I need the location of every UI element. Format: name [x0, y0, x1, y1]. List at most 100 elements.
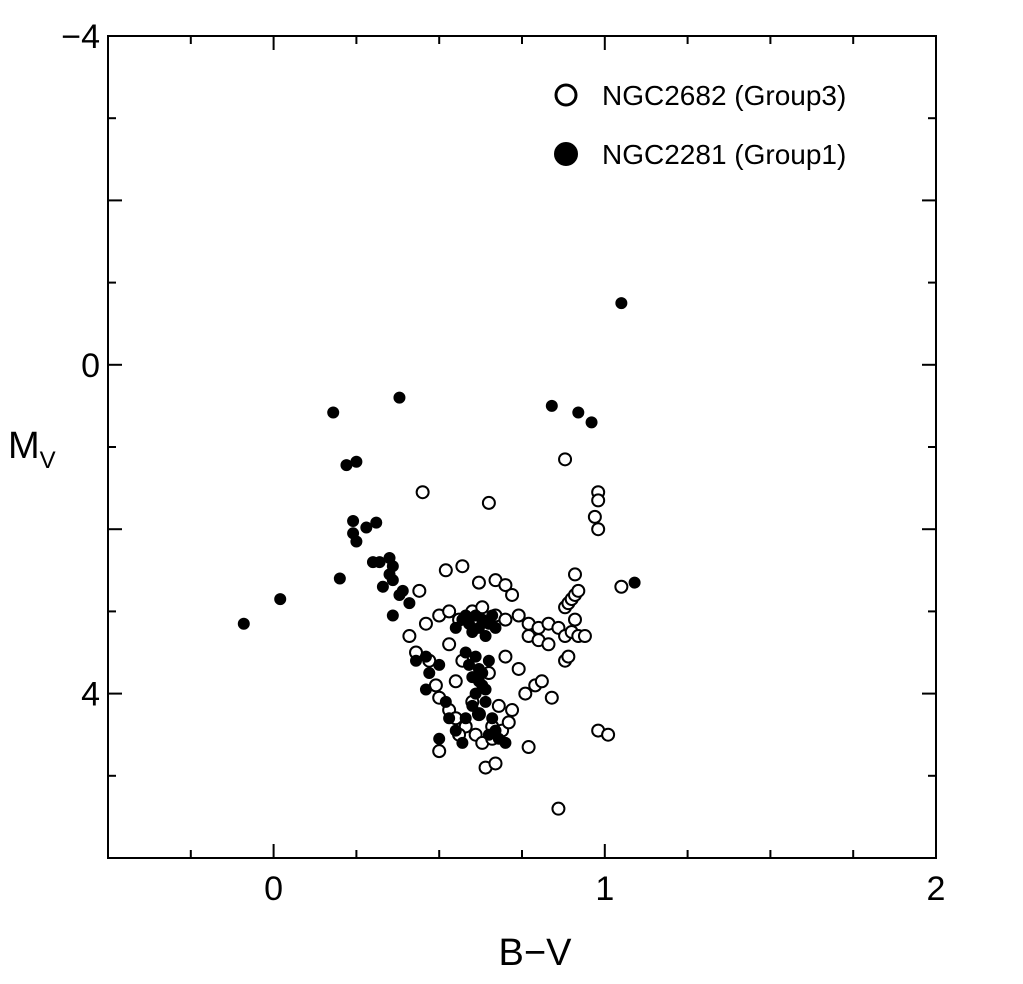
data-point-ngc2682: [567, 612, 582, 627]
data-point-ngc2281: [456, 736, 469, 749]
x-tick-label: 0: [264, 870, 283, 908]
data-point-ngc2281: [479, 683, 492, 696]
data-point-ngc2281: [419, 683, 432, 696]
series-ngc2281: [237, 297, 641, 749]
data-point-ngc2281: [393, 391, 406, 404]
data-point-ngc2682: [438, 563, 453, 578]
data-point-ngc2281: [486, 712, 499, 725]
data-point-ngc2682: [471, 575, 486, 590]
data-point-ngc2281: [572, 406, 585, 419]
data-point-ngc2682: [521, 740, 536, 755]
data-point-ngc2281: [360, 521, 373, 534]
y-tick-label: 4: [81, 676, 100, 714]
data-point-ngc2281: [486, 609, 499, 622]
data-point-ngc2281: [472, 708, 485, 721]
data-point-ngc2682: [601, 727, 616, 742]
data-point-ngc2682: [488, 756, 503, 771]
legend-marker-ngc2281: [554, 142, 578, 166]
data-point-ngc2281: [499, 736, 512, 749]
data-point-ngc2682: [518, 686, 533, 701]
data-point-ngc2682: [498, 649, 513, 664]
data-point-ngc2682: [614, 579, 629, 594]
x-axis-title: B−V: [499, 932, 573, 974]
data-point-ngc2281: [433, 732, 446, 745]
data-point-ngc2682: [418, 616, 433, 631]
data-point-ngc2281: [469, 650, 482, 663]
data-point-ngc2682: [511, 608, 526, 623]
data-point-ngc2682: [561, 649, 576, 664]
y-tick-label: −4: [61, 18, 100, 56]
data-point-ngc2281: [433, 658, 446, 671]
data-point-ngc2682: [498, 612, 513, 627]
data-point-ngc2682: [567, 567, 582, 582]
data-point-ngc2682: [448, 674, 463, 689]
data-point-ngc2682: [544, 690, 559, 705]
data-point-ngc2682: [587, 509, 602, 524]
data-point-ngc2682: [591, 493, 606, 508]
data-point-ngc2281: [396, 584, 409, 597]
data-point-ngc2281: [469, 687, 482, 700]
data-point-ngc2281: [449, 621, 462, 634]
data-point-ngc2281: [482, 728, 495, 741]
data-point-ngc2281: [476, 667, 489, 680]
data-point-ngc2281: [386, 609, 399, 622]
data-point-ngc2682: [577, 629, 592, 644]
data-point-ngc2281: [459, 712, 472, 725]
axis-tick-labels: 0 1 2 −4 0 4: [61, 18, 945, 908]
data-point-ngc2281: [237, 617, 250, 630]
data-point-ngc2281: [443, 712, 456, 725]
x-tick-label: 2: [927, 870, 946, 908]
data-point-ngc2281: [410, 654, 423, 667]
data-point-ngc2281: [274, 593, 287, 606]
data-point-ngc2281: [479, 630, 492, 643]
data-point-ngc2682: [432, 744, 447, 759]
data-point-ngc2682: [481, 495, 496, 510]
data-point-ngc2281: [585, 416, 598, 429]
data-point-ngc2682: [402, 629, 417, 644]
data-point-ngc2682: [412, 583, 427, 598]
legend-label-ngc2281: NGC2281 (Group1): [602, 139, 846, 170]
data-point-ngc2682: [491, 698, 506, 713]
data-point-ngc2281: [350, 535, 363, 548]
data-point-ngc2281: [327, 406, 340, 419]
data-point-ngc2281: [423, 667, 436, 680]
data-point-ngc2281: [376, 580, 389, 593]
data-point-ngc2281: [439, 695, 452, 708]
data-point-ngc2682: [455, 559, 470, 574]
legend-label-ngc2682: NGC2682 (Group3): [602, 80, 846, 111]
x-tick-label: 1: [595, 870, 614, 908]
data-point-ngc2682: [415, 485, 430, 500]
data-point-ngc2281: [466, 699, 479, 712]
axis-ticks: [107, 35, 937, 859]
data-point-ngc2281: [545, 399, 558, 412]
data-point-ngc2281: [459, 646, 472, 659]
data-point-ngc2682: [534, 674, 549, 689]
data-point-ngc2281: [489, 621, 502, 634]
y-axis-title-subscript: V: [40, 447, 56, 474]
data-point-ngc2281: [350, 455, 363, 468]
data-point-ngc2281: [403, 597, 416, 610]
data-point-ngc2281: [482, 654, 495, 667]
data-point-ngc2281: [615, 297, 628, 310]
data-point-ngc2682: [475, 600, 490, 615]
data-point-ngc2281: [419, 650, 432, 663]
data-point-ngc2281: [370, 516, 383, 529]
data-point-ngc2682: [551, 801, 566, 816]
series-ngc2682: [402, 452, 629, 816]
data-point-ngc2281: [463, 658, 476, 671]
data-point-ngc2682: [541, 637, 556, 652]
data-point-ngc2281: [449, 724, 462, 737]
legend: NGC2682 (Group3) NGC2281 (Group1): [554, 80, 846, 170]
data-point-ngc2281: [386, 574, 399, 587]
data-point-ngc2682: [505, 703, 520, 718]
data-point-ngc2682: [442, 637, 457, 652]
data-point-ngc2682: [505, 587, 520, 602]
data-point-ngc2682: [442, 604, 457, 619]
data-point-ngc2281: [479, 695, 492, 708]
data-point-ngc2682: [558, 452, 573, 467]
y-axis-title-main: M: [8, 425, 40, 467]
y-tick-label: 0: [81, 347, 100, 385]
data-point-ngc2682: [498, 578, 513, 593]
y-axis-title: MV: [8, 425, 56, 474]
